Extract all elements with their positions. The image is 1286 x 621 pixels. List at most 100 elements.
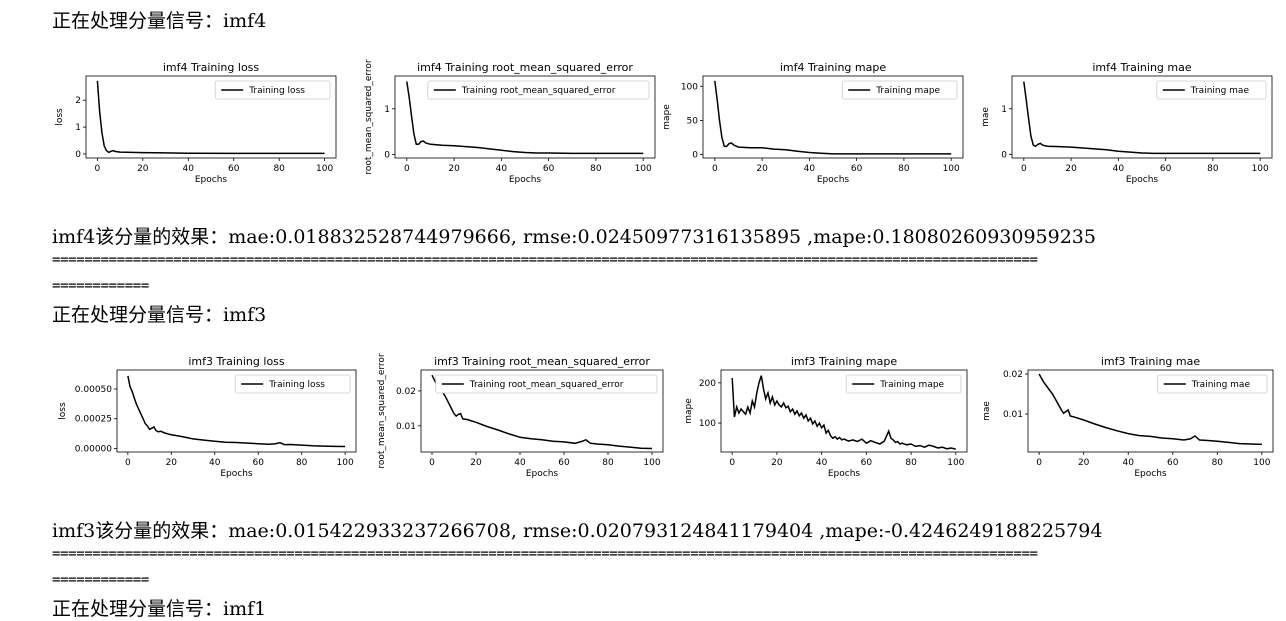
x-tick-label: 60 [851,164,863,174]
legend-box [1156,80,1267,100]
x-axis-label: Epochs [828,469,861,479]
processing-header-imf1: 正在处理分量信号：imf1 [52,598,267,620]
legend-box [427,80,650,100]
y-tick-label: 0.00050 [75,385,112,395]
chart-row-imf4: imf4 Training loss 0 20 40 60 80 100 0 1 2 Epochs l… [0,58,1286,198]
y-tick-label: 0 [75,150,81,160]
plot-frame [1027,369,1274,453]
plot-frame [116,369,357,453]
plot-frame [1011,75,1273,159]
plot-frame [394,75,656,159]
chart-title: imf4 Training mape [780,61,886,74]
legend: Training root_mean_squared_error [427,80,650,100]
legend: Training mape [841,80,958,100]
legend: Training loss [234,374,351,394]
x-tick-label: 100 [337,458,354,468]
x-tick-label: 20 [470,458,482,468]
series-line-0 [96,80,325,155]
y-tick-label: 100 [699,419,716,429]
x-tick-label: 80 [273,164,285,174]
x-axis-label: Epochs [220,469,253,479]
x-tick-label: 20 [771,458,783,468]
legend-label: Training loss [248,86,305,96]
legend: Training root_mean_squared_error [435,374,658,394]
legend-box [841,80,958,100]
legend-label: Training loss [268,380,325,390]
y-axis-label: loss [58,402,68,420]
chart-row-imf3: imf3 Training loss 0 20 40 60 80 100 0.00000 0.0… [0,352,1286,492]
x-tick-label: 20 [1078,458,1090,468]
chart-title: imf4 Training loss [163,61,260,74]
x-tick-label: 0 [712,164,718,174]
y-axis-label: root_mean_squared_error [364,59,374,175]
x-tick-label: 60 [1167,458,1179,468]
legend-label: Training mape [875,86,940,96]
series-line-0 [714,80,952,155]
x-tick-label: 60 [558,458,570,468]
legend-label: Training mae [1190,86,1250,96]
legend: Training loss [214,80,331,100]
x-tick-label: 40 [496,164,508,174]
y-tick-label: 0 [692,151,698,161]
legend-label: Training mae [1191,380,1251,390]
chart-title: imf4 Training root_mean_squared_error [417,61,633,74]
x-tick-label: 80 [296,458,308,468]
y-axis-label: mape [684,398,694,424]
chart-title: imf4 Training mae [1092,61,1191,74]
x-tick-label: 40 [514,458,526,468]
y-tick-label: 100 [681,82,698,92]
x-tick-label: 100 [316,164,333,174]
series-line-0 [406,81,644,155]
y-axis-label: loss [55,108,65,126]
series-line-0 [1038,373,1262,446]
x-tick-label: 100 [1252,164,1269,174]
x-tick-label: 0 [429,458,435,468]
x-tick-label: 40 [1113,164,1125,174]
x-tick-label: 40 [804,164,816,174]
y-axis-label: root_mean_squared_error [377,353,387,469]
y-tick-label: 0.00000 [75,444,112,454]
legend: Training mae [1157,374,1268,394]
x-tick-label: 40 [816,458,828,468]
chart-imf4-mae: imf4 Training mae 0 20 40 60 80 100 0 1 Epochs mae… [981,61,1273,185]
separator-line: ========================================… [52,253,1038,267]
chart-title: imf3 Training mae [1101,355,1200,368]
x-tick-label: 0 [404,164,410,174]
x-tick-label: 100 [635,164,652,174]
x-axis-label: Epochs [195,175,228,185]
x-tick-label: 0 [125,458,131,468]
x-tick-label: 60 [253,458,265,468]
separator-line-short: ============ [52,279,149,293]
x-tick-label: 20 [1065,164,1077,174]
plot-frame [85,75,337,159]
x-tick-label: 20 [166,458,178,468]
x-tick-label: 20 [137,164,149,174]
legend-label: Training mape [879,380,944,390]
y-tick-label: 0.02 [396,387,416,397]
y-tick-label: 0.00025 [75,415,112,425]
x-tick-label: 60 [1160,164,1172,174]
y-tick-label: 1 [384,105,390,115]
chart-title: imf3 Training root_mean_squared_error [434,355,650,368]
processing-header-imf4: 正在处理分量信号：imf4 [52,10,267,32]
result-line-imf4: imf4该分量的效果：mae:0.018832528744979666, rms… [52,226,1096,248]
y-tick-label: 50 [687,116,699,126]
x-axis-label: Epochs [1126,175,1159,185]
x-tick-label: 60 [543,164,555,174]
x-tick-label: 80 [905,458,917,468]
chart-imf4-rmse: imf4 Training root_mean_squared_error 0 20… [364,59,656,185]
x-tick-label: 80 [1207,164,1219,174]
chart-imf3-mape: imf3 Training mape 0 20 40 60 80 100 100 200 Epoc… [684,355,968,479]
chart-title: imf3 Training loss [188,355,285,368]
x-tick-label: 80 [590,164,602,174]
x-axis-label: Epochs [526,469,559,479]
processing-header-imf3: 正在处理分量信号：imf3 [52,304,267,326]
chart-imf3-mae: imf3 Training mae 0 20 40 60 80 100 0.01 0.02 Epo… [982,355,1274,479]
y-tick-label: 0 [1001,150,1007,160]
series-line-0 [127,375,346,448]
x-tick-label: 80 [602,458,614,468]
chart-imf3-rmse: imf3 Training root_mean_squared_error 0 20… [377,353,664,479]
legend-box [234,374,351,394]
chart-imf4-loss: imf4 Training loss 0 20 40 60 80 100 0 1 2 Epochs l… [55,61,337,185]
series-line-0 [731,375,956,450]
